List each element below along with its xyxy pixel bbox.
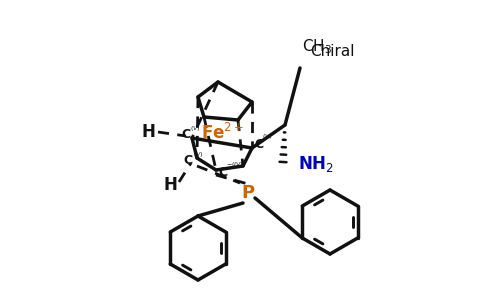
Text: $^{(V)}$: $^{(V)}$ bbox=[262, 133, 273, 142]
Text: $^{-(IV)}$: $^{-(IV)}$ bbox=[226, 162, 244, 171]
Text: Chiral: Chiral bbox=[310, 44, 354, 59]
Text: Fe$^{2+}$: Fe$^{2+}$ bbox=[200, 123, 243, 143]
Text: H: H bbox=[163, 176, 177, 194]
Text: H: H bbox=[141, 123, 155, 141]
Text: NH$_2$: NH$_2$ bbox=[298, 154, 334, 174]
Text: C: C bbox=[181, 128, 190, 140]
Text: C: C bbox=[254, 137, 263, 151]
Text: C: C bbox=[218, 167, 227, 179]
Text: P: P bbox=[242, 184, 255, 202]
Text: $^{(V)}$: $^{(V)}$ bbox=[193, 151, 204, 160]
Text: C: C bbox=[184, 154, 193, 166]
Text: CH$_3$: CH$_3$ bbox=[302, 37, 332, 56]
Text: $^{(V)}$: $^{(V)}$ bbox=[190, 125, 201, 134]
